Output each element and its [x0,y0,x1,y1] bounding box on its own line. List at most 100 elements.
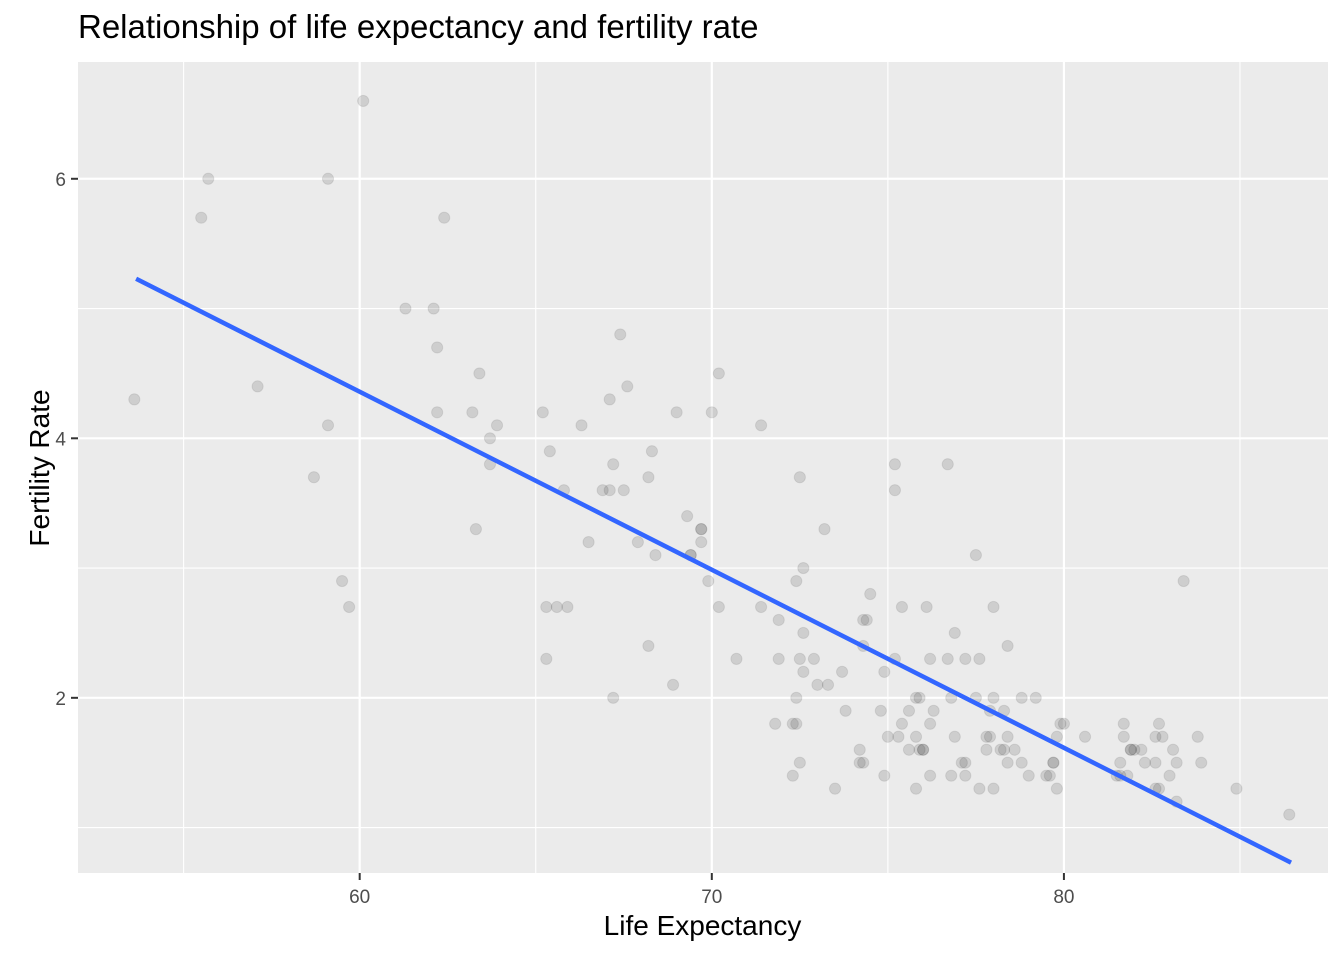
data-point [895,717,909,730]
data-point [835,665,849,678]
data-point [582,536,595,549]
y-axis-title: Fertility Rate [24,389,55,547]
data-point [987,782,1000,795]
data-point [892,730,905,743]
data-point [1054,717,1067,730]
data-point [754,600,768,614]
data-point [1149,756,1162,769]
data-point [1191,730,1204,743]
data-point [1078,730,1092,743]
data-point [1124,743,1137,756]
data-point [631,536,644,549]
data-point [1047,756,1060,769]
data-point [1047,756,1060,769]
data-point [543,445,556,458]
data-point [540,652,553,665]
data-point [1163,769,1176,782]
data-point [772,613,785,627]
data-point [427,302,440,315]
data-point [695,523,708,536]
data-point [997,743,1011,756]
data-point [772,652,785,665]
data-point [913,743,926,756]
data-point [920,600,933,614]
data-point [575,419,588,432]
data-point [797,561,810,575]
data-point [642,471,655,484]
data-point [335,574,349,588]
data-point [797,665,810,678]
data-point [853,756,866,769]
data-point [399,302,412,315]
data-point [860,613,873,627]
data-point [857,613,870,627]
data-point [895,600,909,614]
x-axis-title: Life Expectancy [603,910,802,941]
data-point [469,523,482,536]
data-point [973,652,986,665]
trend-line [135,276,1293,865]
data-point [909,691,923,704]
data-point [909,730,923,743]
data-point [980,730,993,743]
data-point [983,730,997,743]
data-point [864,587,877,601]
data-point [948,730,961,743]
data-point [924,769,937,782]
data-point [941,652,954,665]
data-point [561,600,574,614]
data-point [607,458,620,471]
data-point [490,419,504,432]
data-point [202,172,215,185]
data-point [786,769,799,782]
data-point [1040,769,1053,782]
data-point [916,743,930,756]
data-point [790,717,803,730]
data-point [1117,717,1130,730]
plot-panel [78,62,1328,873]
data-point [927,704,940,717]
data-point [913,691,926,704]
data-point [793,652,806,665]
data-point [878,769,891,782]
data-point [769,717,782,730]
data-point [695,523,708,536]
data-point [916,743,930,756]
data-point [431,406,444,419]
data-point [793,471,806,484]
data-point [1156,730,1169,743]
data-point [550,600,563,614]
data-point [924,652,937,665]
data-point [881,730,894,743]
data-point [955,756,968,769]
x-tick-label: 80 [1053,887,1074,908]
data-point [853,743,866,756]
data-point [790,691,803,704]
data-point [959,769,972,782]
data-point [1128,743,1141,756]
data-point [1050,782,1063,795]
data-point [681,510,694,523]
data-point [973,782,986,795]
data-point [128,393,141,406]
data-point [754,419,768,432]
data-point [343,600,356,614]
data-point [195,211,208,224]
data-point [818,523,831,536]
data-point [1170,756,1183,769]
data-point [730,652,743,665]
y-axis: 2 4 6 [55,170,78,710]
data-point [987,691,1000,704]
data-point [438,211,451,224]
major-gridlines [78,62,1328,873]
data-point [902,743,916,756]
data-point [1008,743,1021,756]
y-tick-label: 4 [55,429,66,450]
data-point [807,652,821,665]
data-point [607,691,620,704]
data-point [307,471,321,484]
data-point [1117,730,1130,743]
data-point [1001,756,1014,769]
data-point [888,458,902,471]
data-point [321,419,335,432]
